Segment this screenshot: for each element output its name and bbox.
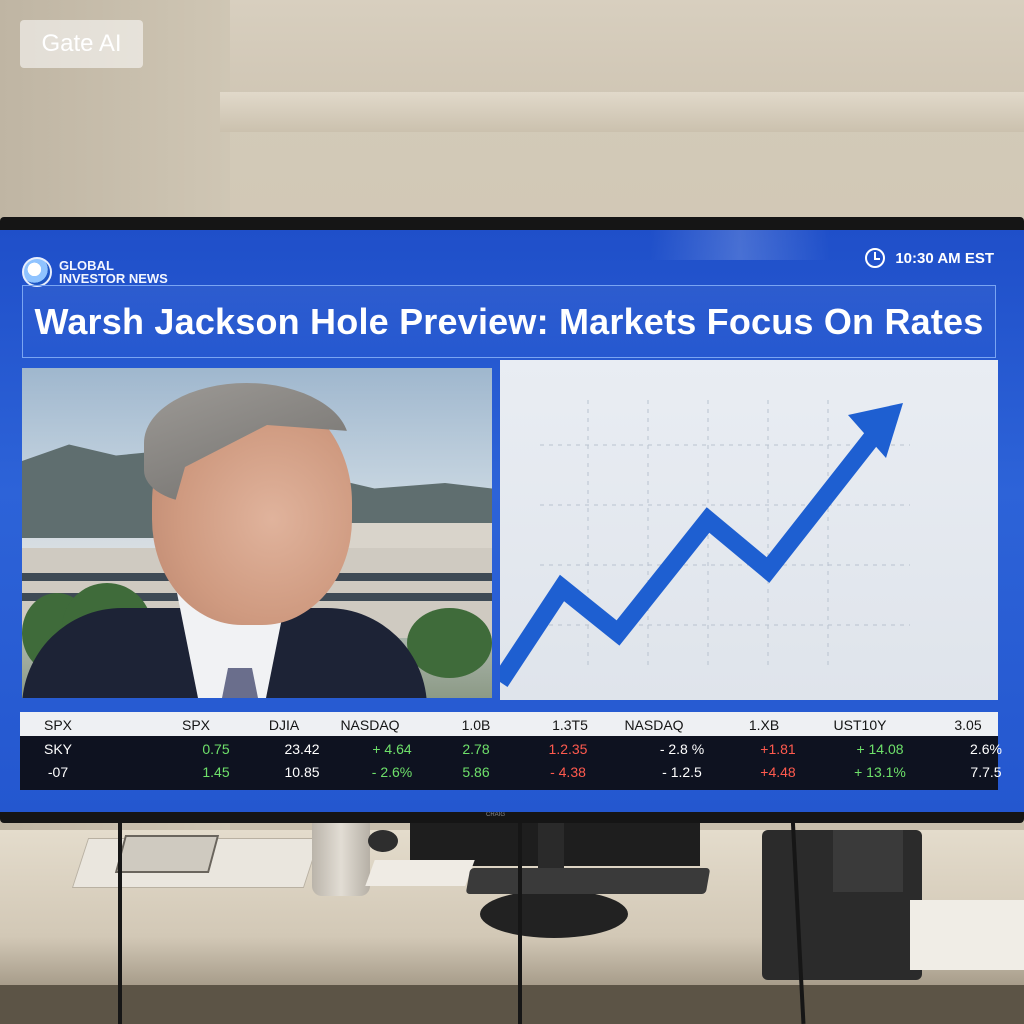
computer-mouse xyxy=(368,830,398,852)
monitor-stand-base xyxy=(480,890,628,938)
watermark: Gate AI xyxy=(20,20,143,68)
trend-chart-graphic xyxy=(500,360,998,700)
desk-shadow xyxy=(0,985,1024,1024)
ticker-value-cell: 2.78 xyxy=(462,741,490,757)
ticker-header-cell: NASDAQ xyxy=(624,717,684,733)
ceiling-edge xyxy=(220,92,1024,132)
chart-grid xyxy=(540,400,910,670)
ticker-header-row: SPX SPX DJIA NASDAQ 1.0B 1.3T5 NASDAQ 1.… xyxy=(20,712,998,736)
ticker-header-cell: 3.05 xyxy=(954,717,982,733)
ticker-header-cell: SPX xyxy=(43,717,73,733)
ticker-value-cell: - 4.38 xyxy=(550,764,586,780)
keyboard xyxy=(465,868,711,894)
ticker-values xyxy=(20,736,998,790)
channel-name-line1: GLOBAL xyxy=(59,258,114,273)
stand-box xyxy=(833,830,903,892)
cable xyxy=(118,815,122,1024)
headline-banner: Warsh Jackson Hole Preview: Markets Focu… xyxy=(22,285,996,358)
cup xyxy=(312,820,370,896)
ticker-value-cell: + 4.64 xyxy=(372,741,412,757)
channel-logo: GLOBAL INVESTOR NEWS xyxy=(22,257,168,287)
tv-brand-label: CRAIG xyxy=(486,812,506,818)
ticker-header-cell: UST10Y xyxy=(833,717,887,733)
right-papers xyxy=(910,900,1024,970)
ticker-header-cell: SPX xyxy=(181,717,211,733)
ticker-value-cell: 5.86 xyxy=(462,764,490,780)
ticker-value-cell: + 14.08 xyxy=(856,741,904,757)
ticker-header-cell: 1.3T5 xyxy=(552,717,588,733)
trend-line xyxy=(500,424,886,687)
ticker-header-cell: 1.XB xyxy=(748,717,780,733)
ticker-value-cell: - 2.8 % xyxy=(659,741,705,757)
market-ticker: SPX SPX DJIA NASDAQ 1.0B 1.3T5 NASDAQ 1.… xyxy=(20,712,1002,790)
globe-icon xyxy=(22,257,52,287)
channel-name: GLOBAL INVESTOR NEWS xyxy=(59,259,168,285)
ticker-value-cell: +1.81 xyxy=(760,741,796,757)
clock-icon xyxy=(865,248,886,268)
ticker-value-cell: -07 xyxy=(47,764,69,780)
ticker-header-cell: 1.0B xyxy=(461,717,491,733)
ticker-value-cell: 23.42 xyxy=(284,741,320,757)
cable xyxy=(518,815,522,1024)
desk-note xyxy=(365,860,475,886)
ticker-header-cell: NASDAQ xyxy=(340,717,400,733)
ticker-value-cell: 2.6% xyxy=(970,741,1002,757)
ticker-value-cell: 1.45 xyxy=(202,764,230,780)
clock-display: 10:30 AM EST xyxy=(865,248,994,268)
ticker-value-cell: +4.48 xyxy=(760,764,796,780)
video-panel xyxy=(22,368,492,698)
ticker-value-cell: + 13.1% xyxy=(854,764,906,780)
channel-name-line2: INVESTOR NEWS xyxy=(59,271,168,286)
clipboard xyxy=(114,835,220,873)
trend-chart-svg xyxy=(500,400,910,687)
headline-text: Warsh Jackson Hole Preview: Markets Focu… xyxy=(34,300,984,342)
clock-time: 10:30 AM EST xyxy=(895,249,994,267)
ticker-value-cell: 0.75 xyxy=(202,741,230,757)
ticker-value-cell: - 1.2.5 xyxy=(662,764,702,780)
ticker-value-cell: SKY xyxy=(43,741,73,757)
ticker-value-cell: 7.7.5 xyxy=(970,764,1002,780)
tv-screen: GLOBAL INVESTOR NEWS 10:30 AM EST Warsh … xyxy=(0,230,1024,812)
trend-arrow-head xyxy=(848,403,903,458)
ticker-value-cell: 1.2.35 xyxy=(548,741,588,757)
ticker-value-cell: 10.85 xyxy=(284,764,320,780)
ticker-value-cell: - 2.6% xyxy=(371,764,413,780)
screen-glare xyxy=(650,230,830,260)
ticker-header-cell: DJIA xyxy=(268,717,300,733)
tree xyxy=(407,608,492,678)
